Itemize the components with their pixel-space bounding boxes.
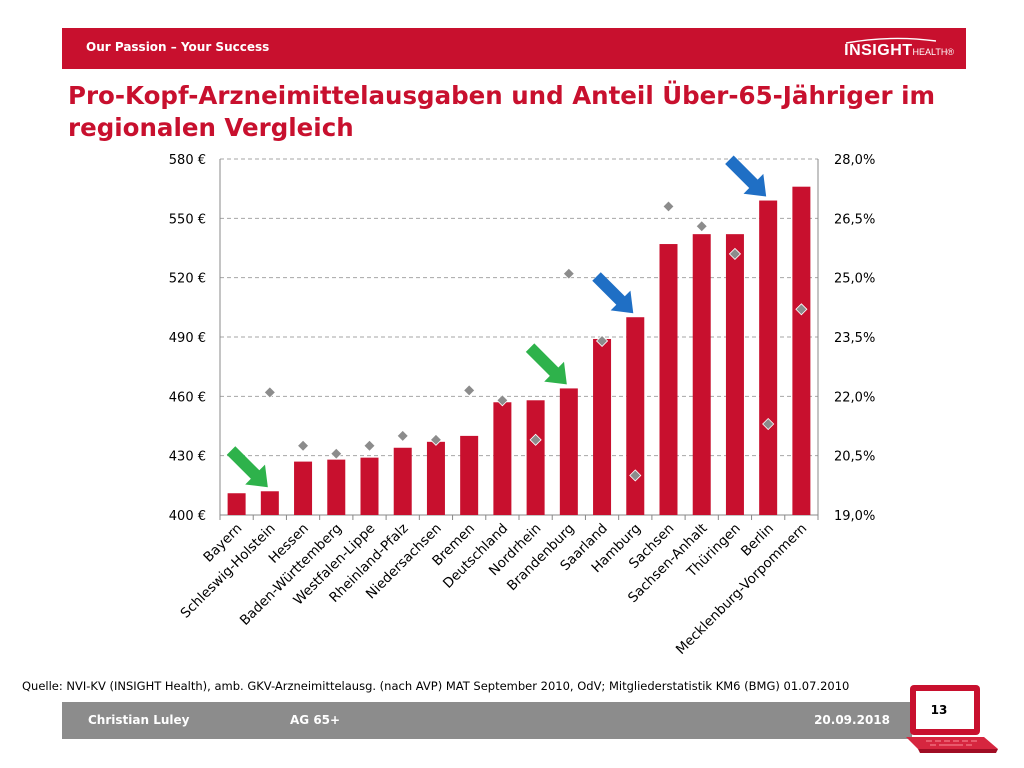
right-axis-tick-label: 20,5% <box>834 450 875 465</box>
data-point-marker <box>695 220 708 233</box>
bar <box>593 338 612 515</box>
footer-author: Christian Luley <box>88 713 190 727</box>
blue-arrow-icon <box>725 155 767 197</box>
right-axis-tick-label: 19,0% <box>834 509 875 524</box>
bar <box>294 461 313 515</box>
bar <box>759 200 778 516</box>
tagline: Our Passion – Your Success <box>86 40 270 54</box>
data-point-marker <box>562 267 575 280</box>
bar <box>692 234 711 515</box>
right-axis-tick-label: 23,5% <box>834 331 875 346</box>
left-axis-tick-label: 490 € <box>169 331 206 346</box>
chart: 400 € 430 € 460 € 490 € 520 € 550 € 580 € 19,0%… <box>169 153 876 658</box>
bar <box>725 234 744 515</box>
right-axis-tick-label: 26,5% <box>834 212 875 227</box>
page-title: Pro-Kopf-Arzneimittelausgaben und Anteil… <box>68 81 936 142</box>
bar <box>360 457 379 515</box>
data-point-marker <box>595 334 609 348</box>
data-point-marker <box>728 247 742 260</box>
left-axis-tick-label: 550 € <box>169 212 206 227</box>
left-axis-tick-label: 430 € <box>169 450 206 465</box>
bar <box>559 388 578 515</box>
right-axis-tick-label: 22,0% <box>834 390 875 405</box>
logo-swoosh-icon <box>846 37 937 44</box>
footer-topic: AG 65+ <box>290 713 341 727</box>
left-axis-tick-label: 520 € <box>169 272 206 287</box>
bar <box>626 317 645 515</box>
data-point-marker <box>762 417 775 431</box>
source-note: Quelle: NVI-KV (INSIGHT Health), amb. GK… <box>22 679 850 693</box>
green-arrow-icon <box>525 343 567 385</box>
bar <box>260 491 279 515</box>
bar <box>493 402 512 515</box>
header-bar: Our Passion – Your Success INSIGHTHEALTH… <box>62 28 966 69</box>
bar <box>426 441 445 515</box>
right-axis-tick-label: 28,0% <box>834 153 875 168</box>
page-number: 13 <box>930 703 948 717</box>
blue-arrow-icon <box>592 272 634 314</box>
left-axis-tick-label: 400 € <box>169 509 206 524</box>
bar <box>327 459 346 515</box>
green-arrow-icon <box>226 446 268 488</box>
data-point-marker <box>296 439 310 452</box>
bar <box>460 435 479 515</box>
bar <box>659 244 678 516</box>
left-axis-tick-label: 460 € <box>169 390 206 405</box>
data-point-marker <box>263 386 276 399</box>
data-point-marker <box>629 469 642 482</box>
data-point-marker <box>396 429 409 442</box>
laptop-icon <box>906 685 998 753</box>
data-point-marker <box>363 439 376 452</box>
data-point-marker <box>529 433 542 446</box>
insight-health-logo: INSIGHTHEALTH® <box>844 37 954 60</box>
bar <box>526 400 545 515</box>
data-point-marker <box>496 394 509 407</box>
bar <box>393 447 412 515</box>
footer-bar: Christian Luley AG 65+ 20.09.2018 <box>62 702 912 739</box>
bar <box>227 493 246 515</box>
footer-date: 20.09.2018 <box>814 713 890 727</box>
data-point-marker <box>330 447 343 460</box>
right-axis-tick-label: 25,0% <box>834 272 875 287</box>
data-point-marker <box>463 384 476 397</box>
left-axis-tick-label: 580 € <box>169 153 206 168</box>
data-point-marker <box>795 303 808 316</box>
bar <box>792 186 811 515</box>
data-point-marker <box>429 433 443 446</box>
data-point-marker <box>662 200 675 213</box>
